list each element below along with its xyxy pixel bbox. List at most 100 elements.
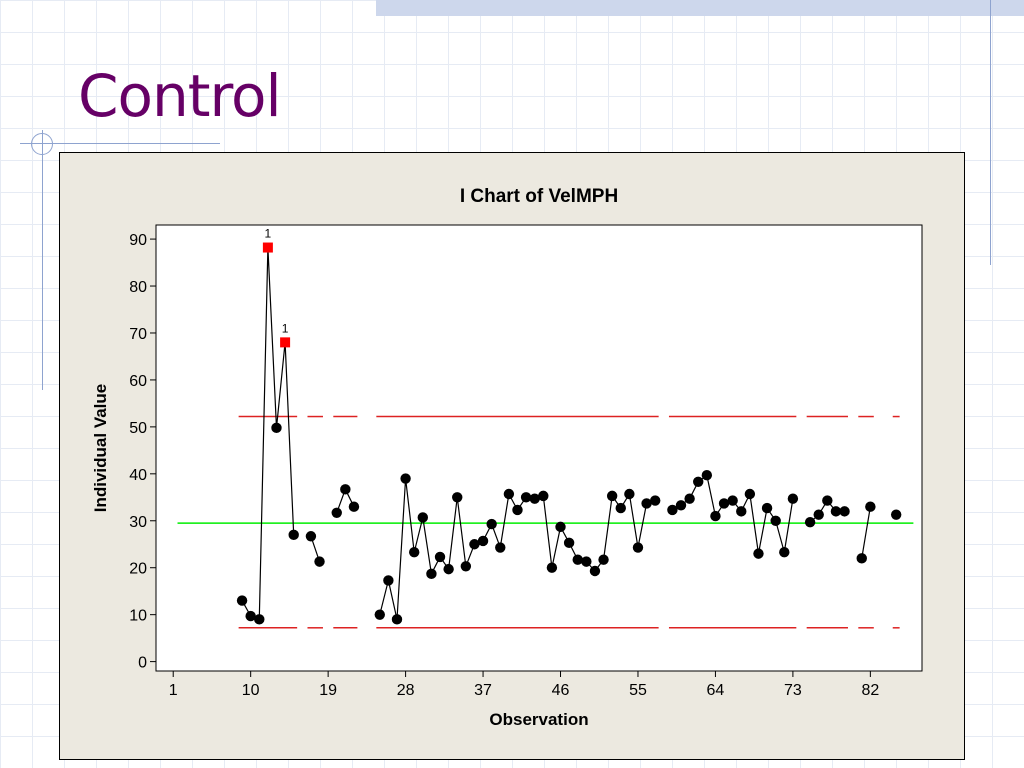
data-point — [598, 554, 609, 565]
data-point — [409, 547, 420, 558]
data-point — [787, 493, 799, 504]
data-point — [426, 568, 437, 580]
data-point — [443, 563, 454, 575]
data-point — [391, 614, 403, 625]
y-tick-label: 0 — [138, 655, 147, 672]
data-point — [581, 556, 592, 567]
data-point — [684, 493, 695, 504]
x-tick-label: 55 — [629, 682, 647, 699]
data-point — [624, 488, 635, 500]
data-point — [512, 504, 523, 516]
x-axis-label: Observation — [489, 710, 588, 729]
y-tick-label: 60 — [129, 373, 147, 390]
data-point — [830, 506, 842, 517]
y-tick-label: 80 — [129, 279, 147, 296]
x-tick-label: 82 — [861, 682, 879, 699]
data-point — [890, 509, 902, 520]
data-point — [589, 565, 601, 577]
data-point — [331, 507, 342, 518]
data-point — [667, 504, 678, 516]
data-point — [245, 610, 256, 622]
x-tick-label: 37 — [474, 682, 492, 699]
data-point — [710, 510, 721, 522]
y-tick-label: 70 — [129, 326, 147, 343]
data-point — [822, 495, 833, 506]
data-point — [477, 535, 489, 547]
data-point — [675, 500, 687, 511]
data-point — [813, 509, 824, 520]
decor-vertical-line-left — [42, 130, 43, 390]
y-tick-label: 40 — [129, 467, 147, 484]
x-tick-label: 1 — [169, 682, 178, 699]
data-point — [469, 539, 480, 550]
data-point — [529, 493, 540, 504]
data-point — [340, 484, 351, 495]
data-point — [865, 501, 876, 512]
decor-ring — [31, 133, 53, 155]
flag-label: 1 — [282, 321, 289, 335]
data-point — [486, 518, 497, 530]
data-point — [753, 548, 764, 559]
data-point — [305, 531, 317, 542]
data-point — [572, 554, 583, 565]
plot-area — [155, 224, 923, 672]
data-point — [503, 488, 515, 500]
data-point — [495, 542, 506, 553]
data-point — [744, 488, 756, 500]
data-point — [804, 516, 816, 528]
x-tick-label: 10 — [242, 682, 260, 699]
data-point — [254, 614, 265, 625]
y-tick-label: 90 — [129, 232, 147, 249]
data-point — [736, 506, 747, 517]
data-point — [520, 492, 532, 503]
decor-vertical-line-right — [990, 0, 991, 265]
x-tick-label: 19 — [319, 682, 337, 699]
data-point — [649, 495, 661, 506]
data-point — [727, 495, 738, 506]
data-point — [555, 521, 566, 533]
data-point — [460, 561, 472, 572]
data-point — [288, 529, 299, 541]
x-tick-label: 46 — [552, 682, 570, 699]
data-point — [606, 490, 618, 502]
x-tick-label: 64 — [707, 682, 725, 699]
data-point — [538, 490, 549, 502]
y-axis-label: Individual Value — [91, 384, 110, 512]
y-tick-label: 30 — [129, 514, 147, 531]
decor-horizontal-line — [20, 143, 220, 144]
x-tick-label: 73 — [784, 682, 802, 699]
data-point — [701, 470, 713, 481]
data-point — [563, 537, 575, 549]
data-point — [632, 542, 644, 553]
y-tick-label: 20 — [129, 561, 147, 578]
data-point — [693, 476, 704, 488]
data-point — [271, 422, 282, 434]
chart-title: I Chart of VelMPH — [460, 186, 618, 207]
slide-title: Control — [78, 62, 282, 130]
data-point — [856, 553, 867, 564]
flagged-point — [280, 337, 291, 348]
data-point — [314, 556, 325, 567]
data-point — [641, 498, 652, 509]
y-tick-label: 50 — [129, 420, 147, 437]
data-point — [718, 498, 730, 509]
data-point — [383, 575, 394, 586]
data-point — [770, 515, 781, 526]
data-point — [348, 501, 360, 512]
data-point — [761, 502, 773, 514]
x-tick-label: 28 — [397, 682, 415, 699]
data-point — [452, 492, 463, 503]
data-point — [434, 551, 446, 563]
top-decor-band — [376, 0, 1024, 16]
data-point — [615, 502, 626, 514]
data-point — [400, 473, 411, 484]
control-chart: I Chart of VelMPH Observation Individual V… — [91, 186, 923, 729]
data-point — [546, 562, 558, 573]
data-point — [839, 506, 850, 517]
data-point — [236, 595, 248, 606]
data-point — [417, 512, 429, 523]
data-point — [374, 609, 385, 620]
series-line — [861, 506, 871, 559]
flagged-point — [262, 242, 273, 253]
data-point — [779, 547, 790, 558]
